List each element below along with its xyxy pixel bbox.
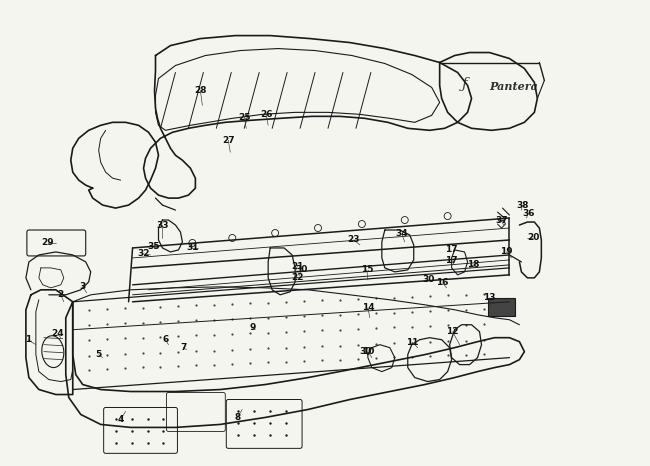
Text: 21: 21 (291, 262, 304, 271)
Text: 24: 24 (51, 329, 64, 338)
Text: 30: 30 (422, 275, 435, 284)
Bar (488, 298, 515, 316)
Text: 34: 34 (395, 229, 408, 239)
Text: 16: 16 (436, 278, 449, 288)
Text: 13: 13 (483, 293, 496, 302)
Text: 33: 33 (156, 220, 169, 230)
Text: 3: 3 (79, 282, 86, 291)
Text: 22: 22 (291, 274, 304, 282)
Text: 26: 26 (260, 110, 272, 119)
Text: 30: 30 (359, 347, 372, 356)
Text: 12: 12 (447, 327, 459, 336)
Text: 35: 35 (148, 242, 160, 252)
Text: 5: 5 (96, 350, 102, 359)
Text: 9: 9 (249, 323, 255, 332)
Text: 1: 1 (25, 335, 31, 344)
Text: 38: 38 (516, 200, 528, 210)
Text: 10: 10 (361, 347, 374, 356)
Text: Pantera: Pantera (489, 82, 538, 92)
Text: 6: 6 (162, 335, 168, 344)
Text: 28: 28 (194, 86, 207, 95)
Text: 25: 25 (238, 113, 250, 122)
Text: 17: 17 (445, 246, 458, 254)
Text: 18: 18 (467, 260, 480, 269)
Text: 27: 27 (222, 136, 235, 145)
Text: 19: 19 (500, 247, 513, 256)
Text: 11: 11 (406, 338, 419, 347)
Text: 17: 17 (445, 256, 458, 266)
Text: 2: 2 (58, 290, 64, 299)
Text: 4: 4 (118, 415, 124, 424)
Text: 14: 14 (361, 303, 374, 312)
Text: 20: 20 (527, 233, 540, 242)
Text: 30: 30 (295, 266, 307, 274)
Text: 8: 8 (234, 413, 240, 422)
Text: 7: 7 (180, 343, 187, 352)
Text: 37: 37 (495, 216, 508, 225)
Text: 15: 15 (361, 266, 373, 274)
Text: 32: 32 (137, 249, 150, 259)
Text: 29: 29 (42, 239, 54, 247)
Text: 31: 31 (186, 243, 199, 253)
Text: ƒ: ƒ (462, 77, 467, 91)
Text: 23: 23 (348, 235, 360, 245)
Text: 36: 36 (522, 209, 535, 218)
